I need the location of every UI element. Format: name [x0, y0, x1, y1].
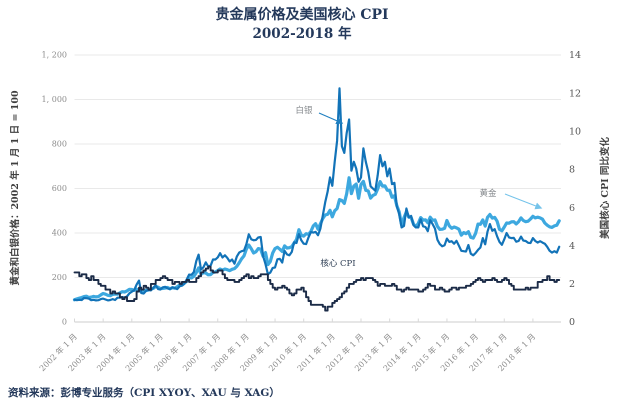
right-axis-tick-label: 8 [569, 165, 575, 176]
left-axis-tick-label: 200 [52, 273, 67, 282]
right-axis-tick-label: 4 [569, 241, 575, 252]
annotation-arrow [504, 193, 543, 210]
series-line-cpi [73, 265, 561, 312]
right-axis-tick-label: 12 [569, 88, 581, 99]
chart-title-line1: 贵金属价格及美国核心 CPI [215, 7, 389, 23]
annotation-arrow [318, 112, 344, 124]
left-axis-tick-label: 1, 000 [42, 95, 67, 104]
left-axis-tick-label: 400 [52, 229, 67, 238]
series-annotation-label: 核心 CPI [320, 258, 355, 269]
right-axis-tick-label: 0 [569, 317, 575, 328]
right-axis-tick-label: 6 [569, 203, 575, 214]
left-axis-tick-label: 0 [62, 318, 67, 327]
right-axis-tick-label: 2 [569, 279, 575, 290]
chart-title-line2: 2002-2018 年 [252, 26, 352, 42]
left-axis-tick-label: 1, 200 [42, 51, 67, 60]
left-axis-tick-label: 800 [52, 140, 67, 149]
series-annotation-label: 黄金 [479, 188, 497, 199]
series-annotation-label: 白银 [295, 105, 313, 116]
left-axis-tick-label: 600 [52, 184, 67, 193]
series-line-silver [73, 87, 561, 302]
chart-title: 贵金属价格及美国核心 CPI 2002-2018 年 [0, 6, 604, 44]
right-axis-tick-label: 10 [569, 126, 581, 137]
right-axis-tick-label: 14 [569, 50, 581, 61]
source-note: 资料来源：彭博专业服务（CPI XYOY、XAU 与 XAG） [8, 387, 280, 399]
